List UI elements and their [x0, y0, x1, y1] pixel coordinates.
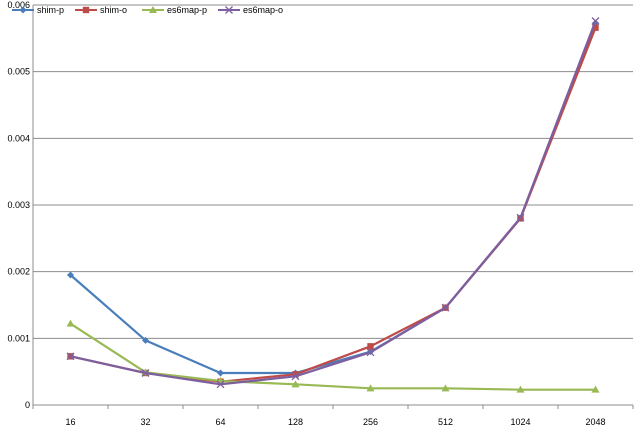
- data-point-es6map-p-256: [366, 384, 375, 392]
- data-point-shim-o-2048: [592, 24, 599, 31]
- data-point-es6map-o-1024-stroke-b: [516, 213, 525, 222]
- y-tick-label: 0: [25, 400, 30, 410]
- data-point-es6map-o-256: [366, 348, 375, 357]
- data-point-es6map-o-512: [441, 303, 450, 312]
- legend-marker-shim-p: [19, 6, 27, 14]
- series-es6map-o: [66, 17, 600, 389]
- gridlines: [33, 4, 633, 339]
- legend-item-es6map-p: es6map-p: [142, 5, 207, 15]
- x-tick-label: 16: [65, 417, 75, 425]
- y-tick-label: 0.004: [7, 133, 30, 143]
- legend-label-es6map-p: es6map-p: [167, 5, 207, 15]
- data-point-shim-p-64: [217, 369, 224, 377]
- series-line-es6map-p: [69, 322, 596, 391]
- x-tick-label: 512: [438, 417, 453, 425]
- data-point-es6map-o-64: [216, 380, 225, 389]
- legend-item-es6map-o: es6map-o: [218, 5, 283, 15]
- series-group: [66, 17, 600, 393]
- x-tick-label: 128: [288, 417, 303, 425]
- data-point-es6map-o-16-stroke-b: [66, 352, 75, 361]
- data-point-es6map-p-128: [291, 380, 300, 388]
- data-point-shim-p-16: [67, 271, 74, 279]
- series-es6map-p: [66, 319, 600, 393]
- x-tick-label: 32: [140, 417, 150, 425]
- data-point-es6map-o-32: [141, 369, 150, 377]
- legend-marker-shim-o: [82, 6, 90, 14]
- data-point-es6map-o-64-stroke-b: [216, 380, 225, 389]
- legend-item-shim-p: shim-p: [12, 5, 64, 15]
- data-point-shim-o-128: [292, 371, 299, 378]
- x-tick-label: 64: [215, 417, 225, 425]
- legend-label-shim-o: shim-o: [100, 5, 127, 15]
- legend-label-shim-p: shim-p: [37, 5, 64, 15]
- data-point-es6map-p-1024: [516, 385, 525, 393]
- x-tick-label: 1024: [510, 417, 530, 425]
- y-tick-label: 0.002: [7, 267, 30, 277]
- data-point-shim-p-32: [142, 336, 149, 344]
- data-point-shim-o-256: [367, 343, 374, 350]
- legend-marker-es6map-p: [149, 6, 157, 13]
- data-point-es6map-p-512: [441, 384, 450, 392]
- y-tick-label: 0.005: [7, 67, 30, 77]
- data-point-es6map-o-32-stroke-b: [141, 369, 150, 377]
- data-point-es6map-o-128: [291, 372, 300, 381]
- series-line-shim-p: [69, 22, 597, 375]
- data-point-es6map-p-16: [66, 319, 75, 327]
- x-tick-label: 256: [363, 417, 378, 425]
- data-point-es6map-o-128-stroke-b: [291, 372, 300, 381]
- x-tick-label: 2048: [585, 417, 605, 425]
- y-tick-label: 0.001: [7, 333, 30, 343]
- legend-marker-es6map-o: [225, 6, 233, 14]
- data-point-es6map-o-2048-stroke-b: [591, 17, 600, 25]
- series-line-es6map-o: [70, 20, 597, 386]
- legend: shim-p shim-o es6map-p es6map-o: [12, 5, 283, 15]
- data-point-es6map-o-2048: [591, 17, 600, 25]
- y-tick-label: 0.003: [7, 200, 30, 210]
- data-point-es6map-o-16: [66, 352, 75, 361]
- legend-marker-es6map-o-stroke-b: [225, 6, 233, 14]
- data-point-es6map-p-2048: [591, 385, 600, 393]
- series-shim-p: [67, 19, 599, 377]
- legend-item-shim-o: shim-o: [75, 5, 127, 15]
- data-point-es6map-o-1024: [516, 213, 525, 222]
- axes: 0 0.001 0.002 0.003 0.004 0.005 0.006 16 32 64 128…: [7, 0, 634, 425]
- legend-label-es6map-o: es6map-o: [243, 5, 283, 15]
- data-point-es6map-o-512-stroke-b: [441, 303, 450, 312]
- y-tick-label: 0.006: [7, 0, 30, 10]
- data-point-es6map-o-256-stroke-b: [366, 348, 375, 357]
